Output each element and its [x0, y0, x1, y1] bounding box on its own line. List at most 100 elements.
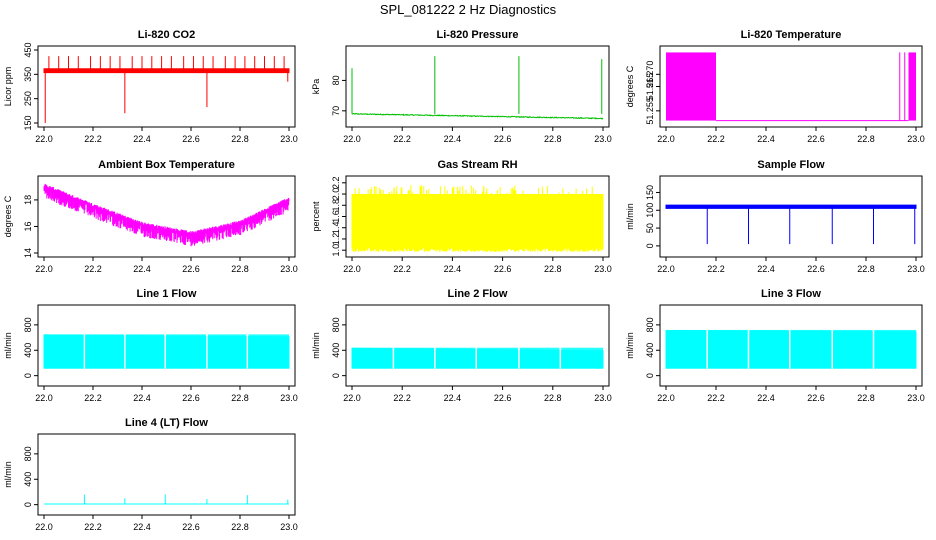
flow-gap: [559, 347, 562, 369]
x-tick-label: 22.0: [657, 393, 675, 403]
y-axis-label: Licor ppm: [3, 67, 13, 107]
plot-title: Gas Stream RH: [437, 159, 517, 171]
panel-sampleflow: Sample Flow ml/min 22.0 22.2 22.4 22.6 22.8 23.…: [625, 159, 925, 274]
y-tick-label: 400: [23, 472, 33, 487]
x-tick-label: 22.8: [231, 264, 249, 274]
y-axis-label: ml/min: [3, 461, 13, 488]
x-tick-label: 22.8: [231, 134, 249, 144]
y-tick-label: 0: [23, 502, 33, 507]
x-tick-label: 22.6: [494, 264, 512, 274]
y-tick-label: 18: [23, 195, 33, 205]
x-tick-label: 22.6: [182, 522, 200, 532]
y-axis-label: ml/min: [625, 203, 635, 230]
plot-frame: [37, 304, 296, 387]
x-tick-label: 22.8: [857, 264, 875, 274]
y-tick-label: 51.270: [645, 61, 655, 89]
x-tick-label: 22.8: [544, 264, 562, 274]
y-tick-label: 1.0: [331, 244, 341, 257]
y-tick-label: 1.6: [331, 210, 341, 223]
x-tick-label: 22.2: [84, 264, 102, 274]
series-path: [44, 494, 289, 505]
x-tick-label: 22.0: [343, 264, 361, 274]
panel-line1: Line 1 Flow ml/min 22.0 22.2 22.4 22.6 22.8 23.…: [3, 288, 298, 403]
x-tick-label: 22.4: [757, 264, 775, 274]
plot-title: Li-820 Temperature: [741, 29, 842, 41]
x-tick-label: 22.4: [133, 134, 151, 144]
x-tick-label: 22.2: [84, 134, 102, 144]
x-tick-label: 23.0: [907, 134, 925, 144]
flow-gap: [83, 334, 86, 369]
x-tick-label: 23.0: [280, 393, 298, 403]
flow-gap: [123, 334, 126, 369]
x-tick-label: 22.8: [544, 134, 562, 144]
y-tick-label: 70: [331, 106, 341, 116]
flow-gap: [872, 329, 875, 369]
series-path: [43, 334, 290, 369]
x-tick-label: 22.4: [133, 264, 151, 274]
y-tick-label: 250: [23, 91, 33, 106]
x-tick-label: 22.0: [35, 522, 53, 532]
x-tick-label: 22.6: [494, 393, 512, 403]
y-axis-label: ml/min: [3, 332, 13, 359]
plot-frame: [37, 45, 296, 128]
x-tick-label: 22.6: [494, 134, 512, 144]
series-co2: [43, 56, 290, 123]
plot-title: Line 4 (LT) Flow: [125, 417, 208, 429]
x-tick-label: 22.4: [757, 134, 775, 144]
y-tick-label: 400: [331, 343, 341, 358]
y-tick-label: 1.4: [331, 221, 341, 234]
series-temp: [666, 52, 916, 122]
x-tick-label: 23.0: [594, 393, 612, 403]
flow-gap: [205, 334, 208, 369]
x-tick-label: 22.4: [757, 393, 775, 403]
x-tick-label: 23.0: [907, 264, 925, 274]
x-tick-label: 22.8: [231, 522, 249, 532]
x-tick-label: 22.4: [444, 134, 462, 144]
y-tick-label: 1.8: [331, 199, 341, 212]
panel-co2: Li-820 CO2 Licor ppm 22.0 22.2 22.4 22.6 22.8 2…: [3, 29, 298, 144]
x-tick-label: 22.2: [84, 393, 102, 403]
panel-temp: Li-820 Temperature degrees C 22.0 22.2 22.4 2…: [625, 29, 925, 144]
flow-gap: [517, 347, 520, 369]
x-tick-label: 23.0: [280, 264, 298, 274]
panel-boxtemp: Ambient Box Temperature degrees C 22.0 22.2…: [3, 159, 298, 274]
y-axis-label: percent: [311, 201, 321, 232]
series-pressure: [351, 56, 604, 120]
y-tick-label: 0: [645, 373, 655, 378]
x-tick-label: 22.2: [707, 264, 725, 274]
flow-gap: [706, 329, 709, 369]
y-axis-label: degrees C: [625, 65, 635, 107]
y-tick-label: 150: [645, 185, 655, 200]
x-tick-label: 22.4: [133, 522, 151, 532]
panel-line2: Line 2 Flow ml/min 22.0 22.2 22.4 22.6 22.8 23.…: [311, 288, 612, 403]
x-tick-label: 23.0: [280, 522, 298, 532]
flow-gap: [475, 347, 478, 369]
series-sampleflow: [665, 204, 917, 245]
y-tick-label: 800: [645, 317, 655, 332]
series-path: [716, 52, 909, 122]
series-path: [351, 185, 604, 252]
plot-frame: [37, 175, 296, 258]
x-tick-label: 23.0: [907, 393, 925, 403]
flow-gap: [246, 334, 249, 369]
y-tick-label: 450: [23, 42, 33, 57]
x-tick-label: 22.6: [807, 393, 825, 403]
x-tick-label: 22.2: [84, 522, 102, 532]
figure-title: SPL_081222 2 Hz Diagnostics: [379, 2, 557, 17]
flow-gap: [433, 347, 436, 369]
y-tick-label: 400: [23, 343, 33, 358]
series-path: [665, 204, 917, 245]
temp-dense-block: [908, 52, 916, 121]
series-path: [351, 56, 604, 120]
y-axis-label: ml/min: [625, 332, 635, 359]
x-tick-label: 22.8: [544, 393, 562, 403]
y-tick-label: 350: [23, 67, 33, 82]
series-line1: [43, 334, 290, 369]
plot-title: Ambient Box Temperature: [98, 159, 235, 171]
series-rh: [351, 185, 604, 252]
plot-title: Line 1 Flow: [137, 288, 197, 300]
x-tick-label: 22.2: [393, 264, 411, 274]
x-tick-label: 22.4: [133, 393, 151, 403]
temp-dense-block: [666, 52, 716, 121]
x-tick-label: 22.6: [807, 264, 825, 274]
